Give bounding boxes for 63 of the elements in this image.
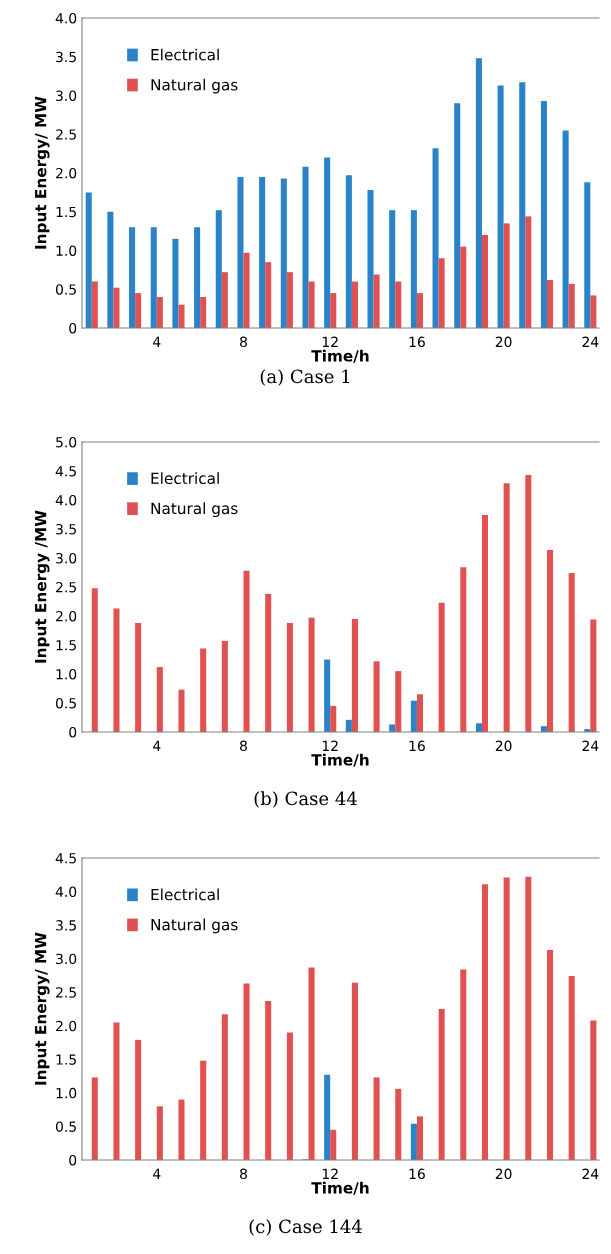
y-tick-label: 1.5 xyxy=(56,206,76,218)
legend-label: Electrical xyxy=(151,48,219,61)
legend-label: Natural gas xyxy=(151,78,238,94)
x-axis-title: Time/h xyxy=(311,349,369,363)
y-tick-label: 4.0 xyxy=(55,494,77,506)
y-tick-label: 1.5 xyxy=(56,640,76,651)
x-tick-label: 12 xyxy=(322,336,338,347)
y-tick-label: 0 xyxy=(69,322,77,334)
y-tick-label: 2.5 xyxy=(56,129,76,140)
x-tick-label: 24 xyxy=(582,336,599,347)
legend-label: Natural gas xyxy=(151,918,238,934)
x-tick-label: 12 xyxy=(322,740,338,751)
x-tick-label: 20 xyxy=(495,336,512,348)
x-tick-label: 8 xyxy=(240,336,247,348)
x-axis-title: Time/h xyxy=(311,753,369,767)
y-tick-label: 0 xyxy=(69,726,77,738)
y-tick-label: 0 xyxy=(69,1154,77,1166)
y-tick-label: 1.0 xyxy=(56,1087,77,1099)
x-tick-label: 24 xyxy=(582,740,599,751)
text: (a) Case 1 xyxy=(260,369,350,386)
y-tick-label: 4.5 xyxy=(55,853,76,864)
x-tick-label: 4 xyxy=(153,336,161,347)
y-tick-label: 1.5 xyxy=(56,1054,76,1065)
y-tick-label: 3.0 xyxy=(56,953,77,965)
y-tick-label: 1.0 xyxy=(56,245,77,256)
x-tick-label: 12 xyxy=(322,1168,338,1179)
x-tick-label: 16 xyxy=(409,1168,425,1180)
y-tick-label: 0.5 xyxy=(55,284,76,295)
x-tick-label: 16 xyxy=(409,740,425,752)
y-axis-title: Input Energy/ MW xyxy=(35,96,50,249)
y-tick-label: 3.5 xyxy=(56,51,76,63)
legend-label: Electrical xyxy=(151,472,219,485)
y-tick-label: 2.5 xyxy=(56,581,76,593)
y-tick-label: 2.0 xyxy=(56,167,77,179)
y-tick-label: 2.0 xyxy=(56,610,77,622)
y-tick-label: 0.5 xyxy=(55,697,76,709)
y-tick-label: 3.0 xyxy=(56,90,77,101)
y-axis-title: Input Energy/ MW xyxy=(35,932,50,1085)
y-tick-label: 3.5 xyxy=(56,920,76,931)
x-tick-label: 20 xyxy=(495,740,512,752)
y-tick-label: 3.5 xyxy=(56,523,76,535)
y-tick-label: 2.0 xyxy=(56,1020,77,1032)
text: (b) Case 44 xyxy=(254,791,357,808)
y-tick-label: 4.0 xyxy=(55,12,77,24)
y-tick-label: 1.0 xyxy=(56,668,77,680)
x-tick-label: 4 xyxy=(153,1168,161,1179)
legend-label: Electrical xyxy=(151,888,219,901)
x-tick-label: 8 xyxy=(240,1168,247,1180)
y-tick-label: 2.5 xyxy=(56,987,76,998)
x-tick-label: 24 xyxy=(582,1168,599,1179)
x-tick-label: 20 xyxy=(495,1168,512,1180)
y-tick-label: 3.0 xyxy=(56,552,77,564)
legend-label: Natural gas xyxy=(151,502,238,518)
x-axis-title: Time/h xyxy=(311,1181,369,1195)
x-tick-label: 4 xyxy=(153,740,161,751)
y-tick-label: 5.0 xyxy=(56,436,77,448)
x-tick-label: 8 xyxy=(240,740,247,752)
y-tick-label: 0.5 xyxy=(55,1121,76,1132)
x-tick-label: 16 xyxy=(409,336,425,348)
y-tick-label: 4.0 xyxy=(55,886,77,898)
y-axis-title: Input Energy /MW xyxy=(35,510,50,663)
y-tick-label: 4.5 xyxy=(55,466,76,477)
text: (c) Case 144 xyxy=(249,1219,362,1236)
